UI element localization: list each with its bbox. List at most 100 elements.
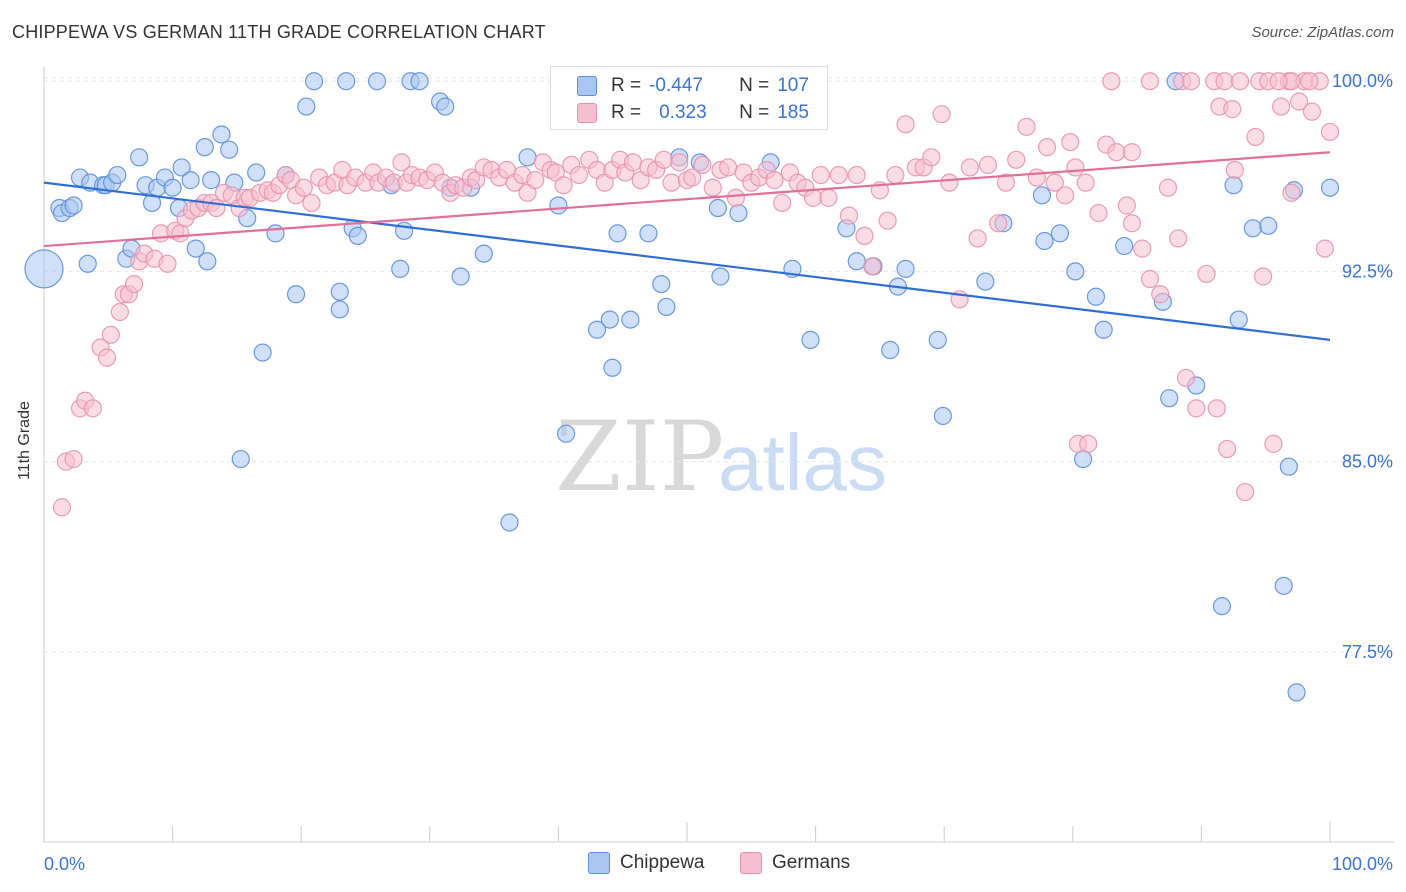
chippewa-point xyxy=(639,224,658,243)
germans-point xyxy=(101,325,120,344)
chippewa-point xyxy=(24,249,64,289)
chippewa-point xyxy=(266,224,285,243)
chippewa-point xyxy=(231,449,250,469)
germans-point xyxy=(811,165,830,185)
axes xyxy=(43,66,1394,843)
germans-point xyxy=(1117,196,1136,215)
germans-point xyxy=(1140,269,1160,289)
germans-point xyxy=(940,173,959,192)
chippewa-point xyxy=(297,97,316,116)
germans-point xyxy=(662,173,681,192)
germans-point xyxy=(1320,122,1340,142)
legend-r-label: R = xyxy=(611,75,642,96)
chippewa-r-value: -0.447 xyxy=(649,75,703,96)
chippewa-point xyxy=(1229,310,1248,329)
germans-point xyxy=(1045,173,1064,192)
germans-point xyxy=(765,171,784,190)
germans-point xyxy=(654,150,673,169)
chippewa-point xyxy=(549,196,568,215)
chippewa-point xyxy=(928,330,947,349)
germans-point xyxy=(839,206,859,225)
germans-point xyxy=(1037,138,1057,157)
chippewa-point xyxy=(130,148,149,167)
germans-point xyxy=(1133,239,1152,258)
chippewa-point xyxy=(410,72,429,91)
chippewa-point xyxy=(1094,320,1113,339)
germans-point xyxy=(1236,482,1255,502)
germans-point xyxy=(97,348,117,367)
chippewa-point xyxy=(976,272,995,291)
germans-point xyxy=(1225,160,1244,180)
chippewa-point xyxy=(608,224,627,243)
germans-point xyxy=(829,165,848,185)
chippewa-swatch xyxy=(577,76,597,96)
chippewa-point xyxy=(847,252,866,271)
chippewa-point xyxy=(436,97,455,116)
germans-point xyxy=(171,224,190,243)
germans-point xyxy=(1158,178,1178,197)
germans-point xyxy=(847,165,866,185)
chippewa-point xyxy=(330,300,349,319)
chippewa-point xyxy=(652,274,671,294)
legend-n-label: N = xyxy=(739,75,770,96)
chippewa-point xyxy=(896,259,915,278)
germans-point xyxy=(960,158,980,177)
y-tick-label: 100.0% xyxy=(1332,71,1393,91)
germans-point xyxy=(1182,72,1201,91)
chippewa-point xyxy=(587,320,607,339)
chippewa-n-value: 107 xyxy=(777,75,809,96)
germans-point xyxy=(1061,132,1080,152)
chippewa-point xyxy=(1274,576,1293,595)
chippewa-point xyxy=(391,259,410,278)
germans-point xyxy=(52,498,72,517)
germans-point xyxy=(1122,214,1142,233)
germans-point xyxy=(1300,72,1319,91)
germans-point xyxy=(1254,267,1273,286)
chippewa-point xyxy=(1320,178,1340,197)
germans-point xyxy=(1066,158,1085,177)
chippewa-point xyxy=(253,343,272,362)
germans-point xyxy=(1197,264,1216,284)
chippewa-point xyxy=(202,171,221,190)
chippewa-point xyxy=(108,165,127,185)
germans-point xyxy=(1107,143,1126,162)
chippewa-point xyxy=(603,358,622,377)
germans-point xyxy=(803,188,823,207)
germans-point xyxy=(302,193,321,213)
germans-point xyxy=(1140,72,1160,91)
chippewa-point xyxy=(304,72,324,91)
germans-point xyxy=(1290,92,1309,111)
germans-point xyxy=(1207,399,1226,418)
chippewa-point xyxy=(1243,219,1262,238)
chippewa-point xyxy=(163,178,182,197)
chippewa-point xyxy=(195,138,214,157)
germans-point xyxy=(1187,399,1206,418)
germans-point xyxy=(819,188,838,207)
chippewa-point xyxy=(1066,262,1085,281)
chippewa-point xyxy=(367,72,387,91)
bottom-legend-germans: Germans xyxy=(740,852,850,874)
germans-point xyxy=(996,173,1016,192)
germans-n-value: 185 xyxy=(777,102,809,123)
chippewa-point xyxy=(500,513,519,532)
germans-point xyxy=(886,165,905,185)
chippewa-point xyxy=(64,196,83,215)
chippewa-point xyxy=(474,244,493,263)
germans-point xyxy=(124,274,144,294)
germans-point xyxy=(978,155,998,175)
germans-point xyxy=(1272,97,1291,116)
germans-point xyxy=(158,254,177,273)
germans-point xyxy=(1264,434,1283,453)
chippewa-point xyxy=(212,125,231,144)
chippewa-point xyxy=(1050,224,1070,243)
chippewa-point xyxy=(657,297,676,317)
chippewa-point xyxy=(801,330,820,349)
germans-point xyxy=(878,211,897,230)
chippewa-point xyxy=(1086,287,1106,306)
chippewa-point xyxy=(337,72,356,91)
tick-labels: 100.0% 92.5% 85.0% 77.5% 0.0% 100.0% xyxy=(44,71,1393,874)
legend-n-label: N = xyxy=(739,102,770,123)
germans-point xyxy=(569,165,589,185)
germans-point xyxy=(1102,72,1121,91)
